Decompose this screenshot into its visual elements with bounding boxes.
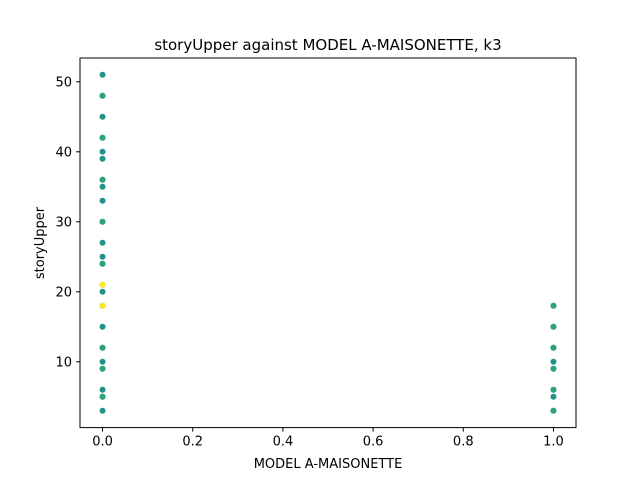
data-point	[550, 407, 557, 414]
data-point	[99, 407, 106, 414]
y-tick-label: 40	[55, 145, 72, 160]
data-point	[99, 155, 106, 162]
data-point	[99, 197, 106, 204]
y-tick-label: 10	[55, 355, 72, 370]
data-point	[99, 134, 106, 141]
x-tick-label: 0.8	[453, 435, 474, 450]
axes-frame	[79, 57, 577, 429]
data-point	[550, 365, 557, 372]
data-point	[99, 218, 106, 225]
y-axis: 10 20 30 40 50	[55, 75, 80, 370]
data-point	[99, 148, 106, 155]
data-point	[99, 260, 106, 267]
data-point	[550, 358, 557, 365]
chart-title: storyUpper against MODEL A-MAISONETTE, k…	[154, 36, 501, 54]
data-point	[99, 176, 106, 183]
x-tick-label: 0.4	[273, 435, 294, 450]
data-point	[99, 358, 106, 365]
y-tick-label: 30	[55, 215, 72, 230]
data-point	[99, 239, 106, 246]
data-point	[99, 253, 106, 260]
data-point	[99, 288, 106, 295]
x-axis-label: MODEL A-MAISONETTE	[254, 457, 403, 472]
data-point	[99, 92, 106, 99]
data-point	[99, 393, 106, 400]
y-tick-label: 20	[55, 285, 72, 300]
data-point	[550, 344, 557, 351]
data-point	[99, 281, 106, 288]
data-point	[550, 393, 557, 400]
data-point	[550, 302, 557, 309]
data-point	[99, 302, 106, 309]
data-point	[99, 365, 106, 372]
x-tick-label: 0.0	[92, 435, 113, 450]
data-point	[99, 344, 106, 351]
x-tick-label: 0.2	[182, 435, 203, 450]
data-point	[99, 323, 106, 330]
data-point	[550, 386, 557, 393]
x-tick-label: 0.6	[363, 435, 384, 450]
data-point	[99, 113, 106, 120]
data-point	[99, 386, 106, 393]
y-tick-label: 50	[55, 75, 72, 90]
data-point	[550, 323, 557, 330]
data-point	[99, 71, 106, 78]
x-axis: 0.0 0.2 0.4 0.6 0.8 1.0	[92, 427, 564, 450]
points-layer	[99, 71, 557, 414]
data-point	[99, 183, 106, 190]
x-tick-label: 1.0	[543, 435, 564, 450]
y-axis-label: storyUpper	[33, 206, 48, 279]
